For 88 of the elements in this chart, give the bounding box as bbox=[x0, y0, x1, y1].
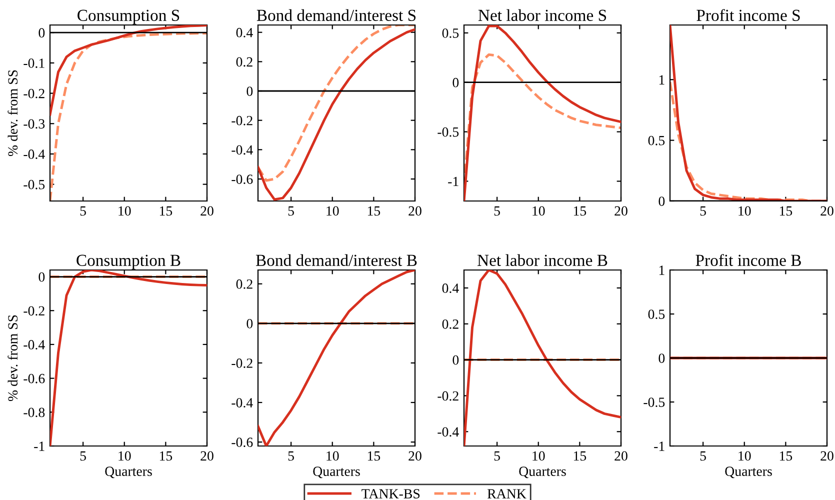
y-tick-label: -0.4 bbox=[232, 145, 253, 155]
x-tick-label: 15 bbox=[574, 206, 586, 216]
y-tick-label: 1 bbox=[659, 75, 664, 84]
y-tick-label: 0.5 bbox=[442, 28, 459, 38]
legend-label: TANK-BS bbox=[362, 489, 420, 498]
x-tick-label: 20 bbox=[820, 451, 834, 461]
chart-title: Net labor income S bbox=[478, 9, 606, 21]
y-axis-title: % dev. from SS bbox=[8, 70, 18, 156]
x-tick-label: 10 bbox=[326, 451, 339, 461]
y-tick-label: -0.2 bbox=[438, 391, 458, 401]
y-tick-label: 1 bbox=[659, 266, 664, 275]
y-tick-label: -0.4 bbox=[24, 150, 45, 159]
x-tick-label: 5 bbox=[494, 451, 500, 461]
y-tick-label: 0 bbox=[246, 318, 253, 328]
legend-label: RANK bbox=[487, 489, 526, 498]
x-tick-label: 5 bbox=[80, 206, 86, 216]
x-tick-label: 5 bbox=[700, 451, 706, 461]
x-axis-title: Quarters bbox=[105, 466, 152, 478]
y-tick-label: -0.2 bbox=[24, 88, 44, 98]
y-tick-label: -1 bbox=[654, 442, 664, 451]
x-tick-label: 20 bbox=[820, 206, 834, 216]
x-tick-label: 20 bbox=[408, 206, 422, 216]
x-tick-label: 15 bbox=[574, 451, 586, 461]
x-tick-label: 10 bbox=[738, 206, 751, 216]
chart-title: Profit income B bbox=[696, 254, 801, 266]
y-tick-label: -0.4 bbox=[24, 340, 45, 350]
chart-title: Profit income S bbox=[696, 9, 800, 21]
y-tick-label: 0 bbox=[452, 78, 459, 88]
y-tick-label: -0.8 bbox=[24, 408, 45, 418]
x-tick-label: 5 bbox=[80, 451, 86, 461]
y-tick-label: -0.2 bbox=[232, 116, 252, 126]
y-tick-label: 0.2 bbox=[236, 279, 252, 289]
y-tick-label: 0.5 bbox=[648, 310, 665, 320]
x-tick-label: 20 bbox=[614, 451, 628, 461]
y-tick-label: -0.6 bbox=[232, 174, 253, 184]
chart-title: Bond demand/interest B bbox=[256, 254, 417, 266]
x-axis-title: Quarters bbox=[725, 466, 772, 478]
y-tick-label: 0 bbox=[658, 196, 665, 206]
y-tick-label: -0.6 bbox=[232, 438, 253, 448]
y-tick-label: 0 bbox=[246, 86, 253, 96]
chart-title: Consumption S bbox=[78, 10, 180, 24]
y-tick-label: -0.4 bbox=[438, 427, 459, 437]
x-tick-label: 10 bbox=[118, 451, 131, 461]
x-tick-label: 20 bbox=[614, 206, 628, 216]
x-tick-label: 10 bbox=[532, 451, 545, 461]
y-tick-label: -0.5 bbox=[438, 127, 459, 137]
chart-title: Bond demand/interest S bbox=[256, 9, 416, 21]
x-tick-label: 15 bbox=[780, 206, 792, 216]
y-tick-label: 0 bbox=[38, 272, 45, 282]
y-tick-label: 0.5 bbox=[648, 136, 665, 146]
y-axis-title: % dev. from SS bbox=[8, 315, 18, 402]
y-tick-label: 0.4 bbox=[442, 284, 459, 293]
x-tick-label: 15 bbox=[368, 206, 380, 216]
x-tick-label: 10 bbox=[738, 451, 751, 461]
x-tick-label: 15 bbox=[780, 451, 792, 461]
y-tick-label: -1 bbox=[34, 442, 44, 451]
x-tick-label: 5 bbox=[288, 206, 294, 216]
y-tick-label: -0.4 bbox=[232, 398, 253, 408]
y-tick-label: -0.2 bbox=[24, 306, 44, 316]
x-tick-label: 5 bbox=[700, 206, 706, 216]
y-tick-label: -0.3 bbox=[24, 119, 45, 129]
y-tick-label: 0 bbox=[452, 355, 459, 365]
x-axis-title: Quarters bbox=[519, 466, 566, 478]
chart-title: Consumption B bbox=[76, 254, 180, 270]
y-tick-label: -0.6 bbox=[24, 374, 45, 384]
x-tick-label: 10 bbox=[118, 206, 131, 216]
chart-title: Net labor income B bbox=[477, 254, 608, 266]
x-tick-label: 15 bbox=[160, 206, 172, 216]
x-tick-label: 20 bbox=[408, 451, 422, 461]
x-axis-title: Quarters bbox=[313, 466, 360, 478]
x-tick-label: 10 bbox=[326, 206, 339, 216]
x-tick-label: 20 bbox=[200, 451, 214, 461]
y-tick-label: 0 bbox=[658, 354, 665, 363]
x-tick-label: 20 bbox=[200, 206, 214, 216]
x-tick-label: 5 bbox=[494, 206, 500, 216]
y-tick-label: 0.2 bbox=[236, 57, 252, 67]
y-tick-label: -0.5 bbox=[644, 398, 665, 408]
y-tick-label: -0.2 bbox=[232, 358, 252, 368]
y-tick-label: 0.4 bbox=[236, 28, 253, 38]
x-tick-label: 5 bbox=[288, 451, 294, 461]
y-tick-label: -0.5 bbox=[24, 180, 45, 190]
y-tick-label: -1 bbox=[448, 176, 458, 186]
x-tick-label: 15 bbox=[368, 451, 380, 461]
y-tick-label: 0 bbox=[38, 28, 45, 38]
y-tick-label: 0.2 bbox=[442, 319, 458, 329]
x-tick-label: 15 bbox=[160, 451, 172, 461]
x-tick-label: 10 bbox=[532, 206, 545, 216]
y-tick-label: -0.1 bbox=[24, 58, 44, 68]
